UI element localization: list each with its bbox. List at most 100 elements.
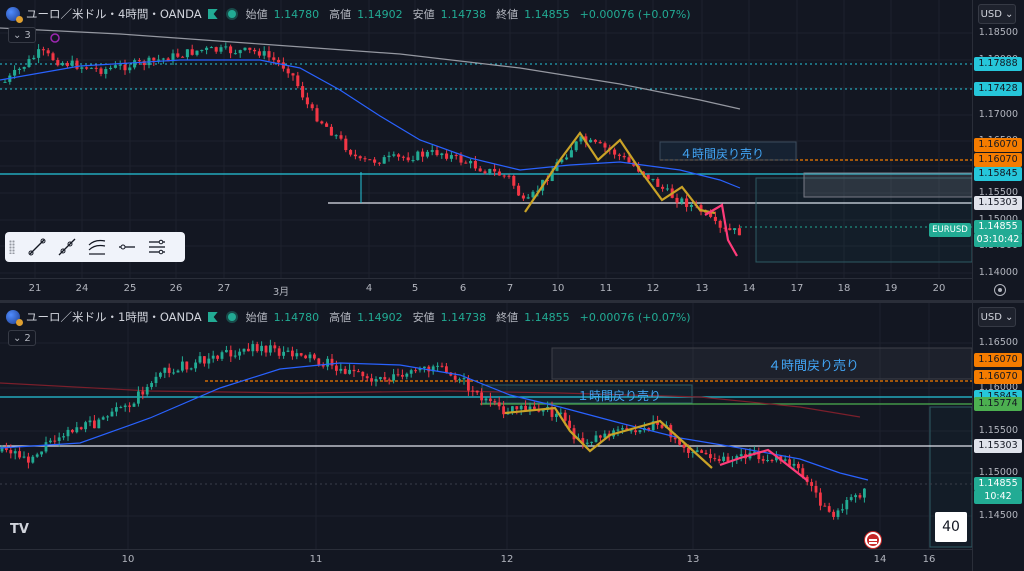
market-open-icon [227,313,236,321]
candle-body [717,458,721,461]
chevron-down-icon: ⌄ [1004,8,1014,20]
candle-body [361,371,365,377]
candle-body [304,355,308,359]
candle-body [462,378,466,380]
candle-body [157,59,161,61]
price-tick: 1.15500 [978,187,1018,198]
currency-selector[interactable]: USD ⌄ [978,307,1016,327]
candle-body [665,188,669,190]
symbol-title[interactable]: ユーロ／米ドル・1時間・OANDA [26,310,202,324]
time-tick: 26 [169,283,183,294]
price-plot-4h[interactable] [0,0,972,278]
candle-body [272,57,276,60]
candle-body [176,53,180,57]
trend-line-icon[interactable] [23,234,51,260]
candle-body [454,155,458,157]
candle-body [400,374,404,377]
candle-body [737,228,741,236]
candle-body [185,49,189,58]
candle-body [368,159,372,161]
horizontal-ray-icon[interactable] [113,234,141,260]
candle-body [370,378,374,382]
symbol-title[interactable]: ユーロ／米ドル・4時間・OANDA [26,7,202,21]
candle-body [416,151,420,161]
time-tick: 3月 [272,287,290,298]
candle-body [229,350,233,357]
price-tick: 1.17000 [978,109,1018,120]
currency-label: USD [980,311,1002,323]
candle-body [312,354,316,359]
candle-body [774,455,778,461]
candle-body [430,150,434,152]
price-plot-1h[interactable] [0,303,972,549]
candle-body [512,175,516,186]
time-tick: 16 [922,554,936,565]
legend-1h: ユーロ／米ドル・1時間・OANDA 始値 1.14780 高値 1.14902 安値… [6,309,695,326]
candle-body [246,348,250,352]
candle-body [141,391,145,395]
candle-body [277,59,281,63]
us-flag-event-icon[interactable] [865,532,881,548]
time-scale-4h[interactable]: 21 24 25 26 27 3月 4 5 6 7 10 11 12 13 14 17 18 19 20 [0,278,972,300]
tradingview-logo[interactable]: TV [10,522,29,537]
ma-slow-line [0,27,741,110]
candle-body [718,220,722,228]
candle-body [132,403,136,407]
candle-body [620,428,624,430]
candle-body [840,509,844,511]
candle-body [638,430,642,433]
candle-body [708,454,712,459]
candle-body [145,386,149,395]
candle-body [75,60,79,69]
candle-body [519,405,523,410]
candle-body [431,366,435,372]
time-tick: 5 [411,283,419,294]
high-value: 1.14902 [357,310,403,324]
swing-zigzag [524,131,716,215]
candle-body [66,429,70,437]
candle-body [70,60,74,66]
candle-body [849,497,853,501]
symbol-icon[interactable] [6,310,23,326]
candle-body [220,352,224,359]
indicators-collapse-button[interactable]: ⌄ 3 [8,27,36,43]
time-scale-1h[interactable]: 10 11 12 13 14 16 [0,549,972,571]
price-scale-4h[interactable]: USD ⌄ 1.185001.180001.175001.170001.1650… [972,0,1024,300]
time-tick: 6 [459,283,467,294]
indicators-collapse-button[interactable]: ⌄ 2 [8,330,36,346]
candle-body [409,370,413,374]
parallel-channel-icon[interactable] [83,234,111,260]
gear-icon[interactable] [994,284,1006,296]
chart-pane-1h[interactable]: ユーロ／米ドル・1時間・OANDA 始値 1.14780 高値 1.14902 安値… [0,303,1024,571]
candle-body [251,344,255,352]
candle-body [339,135,343,139]
candle-body [290,350,294,357]
candle-body [9,450,13,454]
candle-body [84,422,88,430]
chevron-down-icon: ⌄ [13,29,22,41]
drag-handle-icon[interactable] [9,240,15,254]
horizontal-lines-icon[interactable] [143,234,171,260]
close-value: 1.14855 [524,310,570,324]
event-marker-icon [50,33,60,43]
pane-divider[interactable] [0,300,1024,303]
currency-selector[interactable]: USD ⌄ [978,4,1016,24]
candle-body [473,161,477,169]
candle-body [792,463,796,466]
candle-body [152,57,156,61]
candle-body [334,135,338,137]
bottom-candles [0,339,866,520]
ray-icon[interactable] [53,234,81,260]
symbol-icon[interactable] [6,7,23,23]
candle-body [680,198,684,203]
time-tick: 21 [28,283,42,294]
candle-body [405,373,409,377]
indicator-count: 2 [24,332,31,344]
candle-body [559,412,563,414]
candle-body [113,65,117,68]
time-tick: 20 [932,283,946,294]
price-scale-1h[interactable]: USD ⌄ 1.16500 1.16000 1.15500 1.15000 1.1450… [972,303,1024,571]
candle-body [440,153,444,156]
candle-body [480,392,484,401]
chart-pane-4h[interactable]: ユーロ／米ドル・4時間・OANDA 始値 1.14780 高値 1.14902 安値… [0,0,1024,300]
